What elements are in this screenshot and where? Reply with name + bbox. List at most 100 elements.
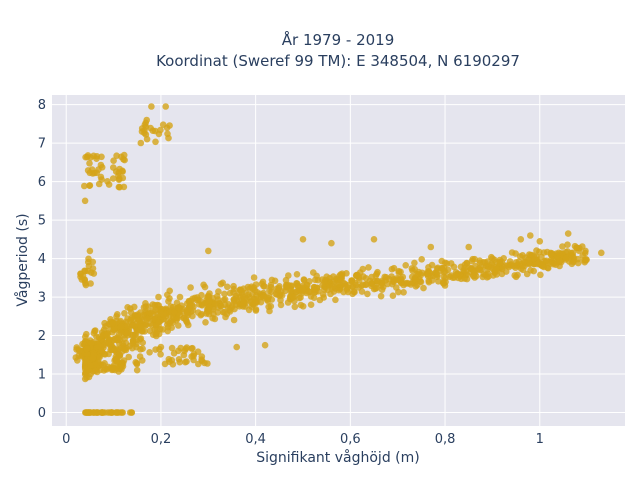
scatter-point bbox=[75, 347, 83, 355]
scatter-point bbox=[120, 151, 128, 159]
scatter-point bbox=[291, 303, 299, 311]
scatter-point bbox=[81, 375, 89, 383]
scatter-point bbox=[157, 351, 164, 358]
scatter-point bbox=[267, 283, 275, 291]
scatter-point bbox=[84, 167, 92, 174]
x-tick-label: 0,8 bbox=[435, 432, 456, 447]
scatter-point bbox=[109, 319, 117, 326]
scatter-point bbox=[496, 256, 504, 264]
scatter-point bbox=[382, 274, 390, 281]
scatter-point bbox=[450, 263, 458, 271]
scatter-point bbox=[125, 353, 132, 361]
scatter-point bbox=[220, 296, 228, 304]
scatter-point bbox=[282, 276, 290, 284]
data-points bbox=[72, 103, 605, 416]
x-tick-label: 0,6 bbox=[340, 432, 361, 447]
y-tick-label: 2 bbox=[38, 329, 46, 344]
scatter-point bbox=[77, 270, 84, 278]
x-tick-label: 0,4 bbox=[245, 432, 266, 447]
scatter-point bbox=[133, 337, 140, 344]
scatter-point bbox=[205, 298, 213, 305]
y-tick-label: 7 bbox=[38, 137, 46, 152]
x-tick-label: 1 bbox=[536, 432, 544, 447]
scatter-point bbox=[284, 299, 292, 306]
scatter-point bbox=[131, 303, 138, 311]
scatter-point bbox=[175, 356, 183, 363]
scatter-point bbox=[370, 236, 378, 243]
scatter-point bbox=[72, 354, 80, 361]
scatter-point bbox=[104, 331, 111, 339]
scatter-point bbox=[102, 365, 109, 373]
scatter-point bbox=[581, 249, 589, 257]
scatter-point bbox=[168, 356, 176, 364]
x-tick-label: 0,2 bbox=[151, 432, 172, 447]
scatter-point bbox=[400, 289, 407, 296]
scatter-point bbox=[261, 283, 268, 290]
scatter-point bbox=[97, 161, 105, 169]
scatter-point bbox=[425, 278, 433, 286]
scatter-point bbox=[167, 303, 175, 310]
scatter-point bbox=[164, 291, 171, 299]
scatter-point bbox=[562, 254, 570, 262]
scatter-point bbox=[223, 310, 231, 318]
scatter-point bbox=[202, 319, 209, 326]
scatter-point bbox=[217, 280, 225, 288]
x-tick-label: 0 bbox=[62, 432, 70, 447]
scatter-point bbox=[299, 236, 307, 243]
scatter-point bbox=[547, 250, 555, 258]
scatter-point bbox=[377, 292, 385, 300]
scatter-point bbox=[85, 258, 92, 266]
scatter-point bbox=[433, 273, 441, 281]
scatter-point bbox=[122, 346, 130, 354]
scatter-point bbox=[461, 275, 468, 282]
scatter-point bbox=[350, 288, 358, 295]
scatter-point bbox=[143, 116, 150, 124]
scatter-point bbox=[374, 277, 382, 285]
scatter-point bbox=[181, 347, 188, 355]
y-tick-label: 0 bbox=[38, 406, 46, 421]
chart-title-line-2: Koordinat (Sweref 99 TM): E 348504, N 61… bbox=[156, 52, 520, 70]
scatter-point bbox=[169, 319, 177, 326]
scatter-point bbox=[109, 366, 117, 373]
scatter-point bbox=[230, 316, 238, 324]
scatter-point bbox=[344, 282, 352, 289]
scatter-point bbox=[96, 353, 103, 361]
scatter-point bbox=[152, 306, 159, 314]
scatter-point bbox=[148, 103, 155, 110]
scatter-point bbox=[526, 251, 533, 258]
y-tick-label: 3 bbox=[38, 291, 46, 306]
scatter-point bbox=[118, 409, 126, 416]
scatter-point bbox=[206, 303, 213, 311]
scatter-point bbox=[98, 409, 106, 416]
scatter-point bbox=[163, 124, 171, 132]
scatter-point bbox=[189, 344, 196, 352]
scatter-point bbox=[370, 285, 378, 293]
scatter-point bbox=[91, 169, 98, 177]
scatter-point bbox=[362, 275, 370, 282]
scatter-point bbox=[277, 301, 285, 309]
scatter-point bbox=[399, 273, 407, 281]
scatter-point bbox=[113, 345, 120, 353]
scatter-point bbox=[91, 409, 98, 416]
scatter-point bbox=[384, 280, 391, 288]
scatter-point bbox=[147, 309, 155, 317]
scatter-point bbox=[224, 304, 231, 312]
scatter-point bbox=[374, 268, 381, 276]
scatter-point bbox=[574, 255, 582, 263]
scatter-point bbox=[195, 360, 202, 368]
scatter-point bbox=[395, 269, 403, 276]
scatter-point bbox=[507, 261, 515, 268]
scatter-point bbox=[187, 297, 195, 305]
scatter-point bbox=[378, 286, 386, 294]
scatter-point bbox=[332, 296, 339, 304]
scatter-point bbox=[293, 271, 301, 278]
scatter-point bbox=[110, 164, 117, 171]
scatter-point bbox=[355, 284, 362, 291]
scatter-point bbox=[92, 367, 99, 375]
scatter-point bbox=[323, 273, 331, 281]
scatter-point bbox=[189, 312, 196, 320]
scatter-point bbox=[95, 343, 103, 350]
scatter-point bbox=[527, 267, 534, 274]
scatter-point bbox=[152, 330, 159, 338]
scatter-point bbox=[98, 176, 105, 183]
